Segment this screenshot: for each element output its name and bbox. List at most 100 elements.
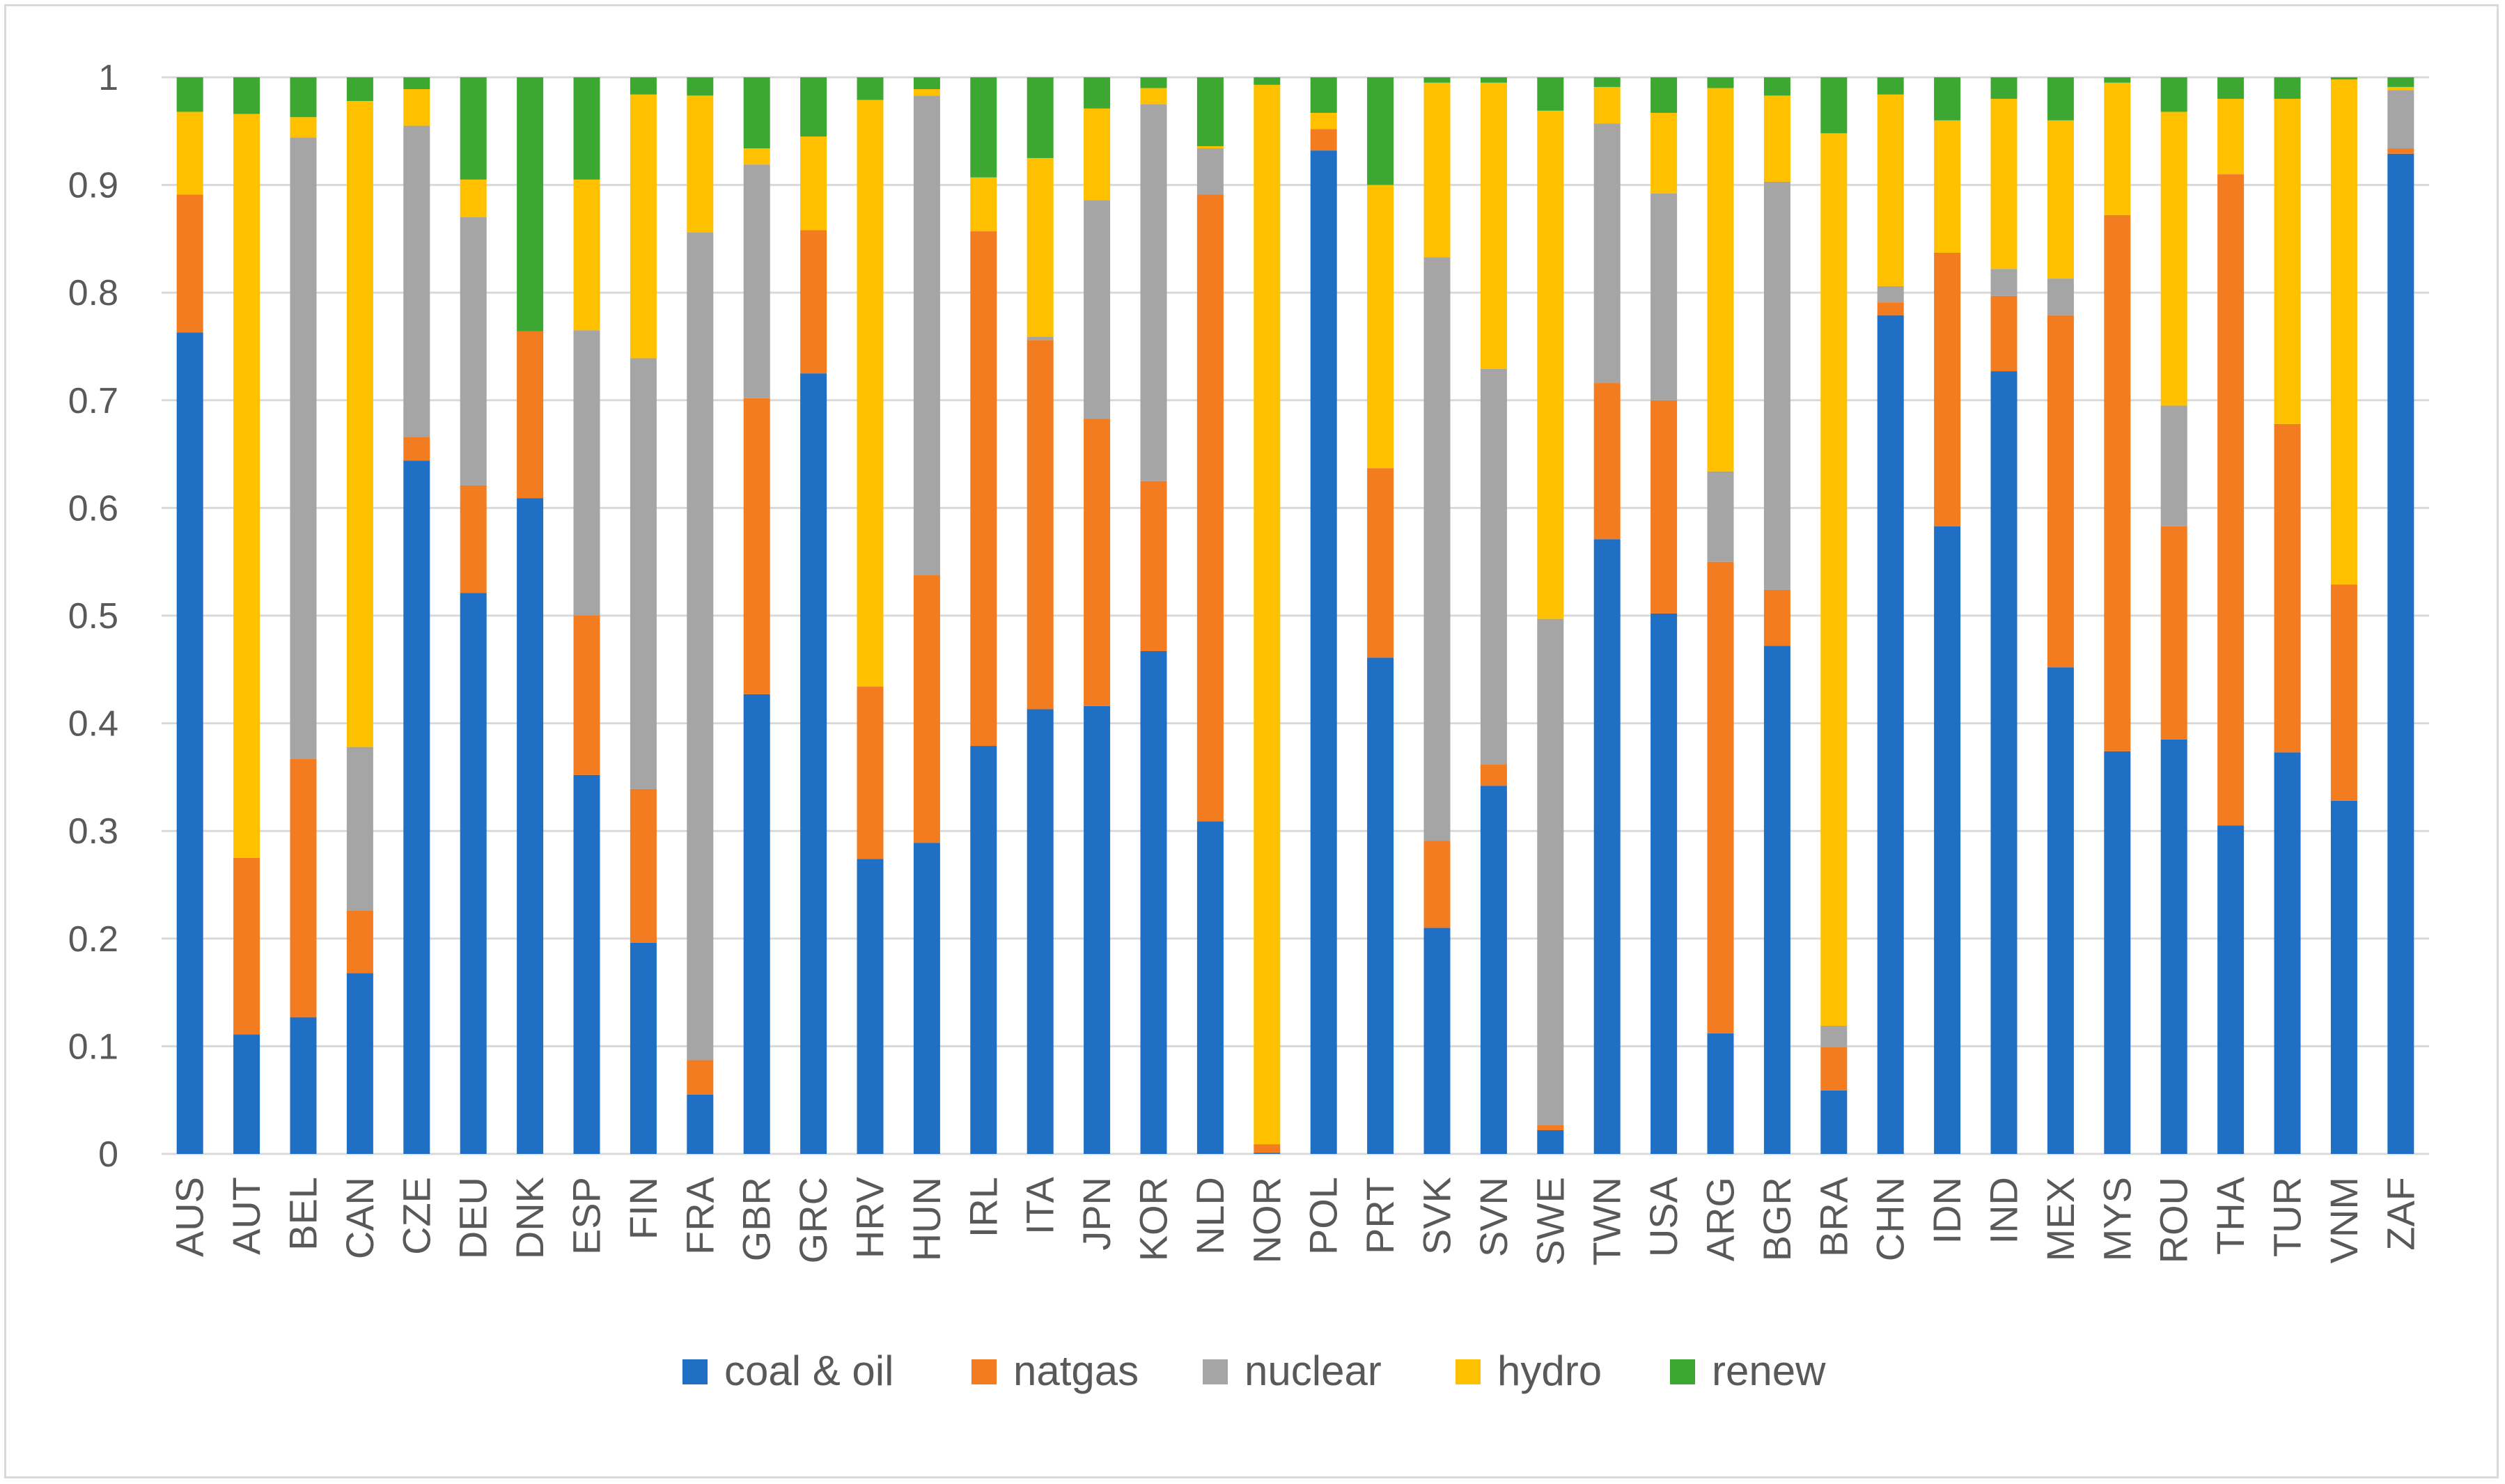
x-tick-label: BGR bbox=[1755, 1177, 1799, 1261]
bar-stack-svk bbox=[1423, 77, 1451, 1154]
bar-segment bbox=[1877, 315, 1904, 1154]
bar-segment bbox=[346, 747, 373, 911]
bar-stack-swe bbox=[1537, 77, 1564, 1154]
bar-segment bbox=[1480, 786, 1507, 1154]
bar-segment bbox=[1763, 646, 1790, 1154]
bar-segment bbox=[2387, 77, 2414, 87]
x-tick-label: GBR bbox=[735, 1177, 779, 1261]
bar-segment bbox=[346, 973, 373, 1154]
bar-segment bbox=[2047, 77, 2074, 120]
bar-segment bbox=[517, 331, 544, 499]
bar-segment bbox=[1027, 77, 1054, 158]
x-tick-label: AUS bbox=[168, 1177, 212, 1257]
bar-segment bbox=[913, 843, 940, 1154]
bar-segment bbox=[1990, 269, 2018, 296]
x-tick-label: IDN bbox=[1925, 1177, 1969, 1244]
bar-segment bbox=[403, 125, 430, 437]
bar-segment bbox=[1763, 77, 1790, 96]
bar-segment bbox=[743, 164, 770, 398]
bar-segment bbox=[1877, 77, 1904, 95]
bar-segment bbox=[687, 1094, 714, 1154]
bar-segment bbox=[1310, 113, 1337, 130]
bar-segment bbox=[1084, 419, 1111, 706]
bar-segment bbox=[1537, 1125, 1564, 1130]
bar-segment bbox=[1254, 77, 1281, 85]
bar-segment bbox=[1480, 764, 1507, 786]
bar-stack-twn bbox=[1593, 77, 1621, 1154]
bar-segment bbox=[290, 137, 317, 759]
x-tick-label: SVK bbox=[1415, 1177, 1459, 1255]
bar-segment bbox=[1367, 77, 1394, 185]
bar-segment bbox=[2217, 174, 2245, 826]
bar-segment bbox=[1310, 77, 1337, 114]
bar-segment bbox=[630, 788, 657, 943]
x-tick-label: FRA bbox=[678, 1176, 721, 1255]
bar-segment bbox=[1877, 302, 1904, 315]
bar-segment bbox=[1027, 336, 1054, 341]
bar-segment bbox=[2160, 526, 2187, 740]
bar-segment bbox=[2160, 405, 2187, 526]
x-tick-label: JPN bbox=[1075, 1177, 1118, 1251]
bar-stack-svn bbox=[1480, 77, 1507, 1154]
bar-segment bbox=[1196, 148, 1224, 195]
bar-stack-fra bbox=[687, 77, 714, 1154]
bar-segment bbox=[176, 332, 203, 1155]
bar-stack-prt bbox=[1367, 77, 1394, 1154]
y-tick-label: 0.6 bbox=[68, 488, 118, 529]
bar-segment bbox=[630, 77, 657, 95]
bar-segment bbox=[1877, 286, 1904, 303]
x-tick-label: CZE bbox=[394, 1177, 438, 1255]
bar-segment bbox=[1763, 589, 1790, 646]
bar-stack-bel bbox=[290, 77, 317, 1154]
x-tick-label: AUT bbox=[224, 1177, 268, 1255]
bar-segment bbox=[1084, 77, 1111, 109]
legend-item: renew bbox=[1670, 1348, 1826, 1394]
bar-segment bbox=[970, 746, 997, 1154]
x-tick-label: ESP bbox=[565, 1177, 609, 1255]
bar-segment bbox=[1140, 481, 1167, 652]
gridlines bbox=[162, 76, 2429, 1155]
bar-stack-aus bbox=[176, 77, 203, 1155]
bar-stacks bbox=[176, 77, 2414, 1155]
bar-segment bbox=[1707, 1033, 1734, 1154]
legend-label: coal & oil bbox=[724, 1348, 893, 1394]
bar-segment bbox=[1310, 150, 1337, 1154]
bar-segment bbox=[1820, 77, 1848, 134]
bar-segment bbox=[687, 95, 714, 233]
bar-segment bbox=[2387, 153, 2414, 1155]
bar-segment bbox=[2387, 90, 2414, 149]
bar-segment bbox=[176, 194, 203, 333]
legend-swatch bbox=[682, 1359, 708, 1384]
bar-segment bbox=[1763, 181, 1790, 590]
bar-segment bbox=[1254, 1144, 1281, 1153]
bar-segment bbox=[800, 77, 827, 137]
x-axis-category-labels: AUS AUT BEL CAN CZE DEU DNK ESP FIN FRA GBR GRC HRV H… bbox=[168, 1176, 2423, 1265]
bar-segment bbox=[1820, 1090, 1848, 1154]
y-tick-label: 1 bbox=[98, 58, 118, 98]
bar-segment bbox=[857, 859, 884, 1154]
legend: coal & oil natgas nuclear hydro renew bbox=[682, 1348, 1826, 1394]
bar-segment bbox=[1651, 193, 1678, 400]
bar-segment bbox=[403, 460, 430, 1154]
bar-segment bbox=[233, 77, 260, 114]
x-tick-label: IND bbox=[1982, 1177, 2026, 1244]
bar-segment bbox=[1027, 709, 1054, 1154]
bar-stack-esp bbox=[573, 77, 600, 1154]
bar-stack-ind bbox=[1990, 77, 2018, 1154]
x-tick-label: BEL bbox=[281, 1177, 325, 1251]
bar-segment bbox=[346, 77, 373, 102]
legend-item: coal & oil bbox=[682, 1348, 893, 1394]
bar-stack-hun bbox=[913, 77, 940, 1154]
bar-segment bbox=[233, 1034, 260, 1154]
x-tick-label: USA bbox=[1641, 1176, 1685, 1257]
x-tick-label: CAN bbox=[338, 1177, 382, 1259]
bar-segment bbox=[1593, 383, 1621, 540]
x-tick-label: BRA bbox=[1811, 1176, 1855, 1257]
bar-segment bbox=[460, 179, 487, 217]
x-tick-label: ROU bbox=[2152, 1177, 2196, 1263]
bar-segment bbox=[1934, 252, 1961, 526]
bar-segment bbox=[1651, 113, 1678, 194]
bar-segment bbox=[1651, 613, 1678, 1154]
bar-segment bbox=[1084, 705, 1111, 1154]
y-tick-label: 0.3 bbox=[68, 811, 118, 852]
